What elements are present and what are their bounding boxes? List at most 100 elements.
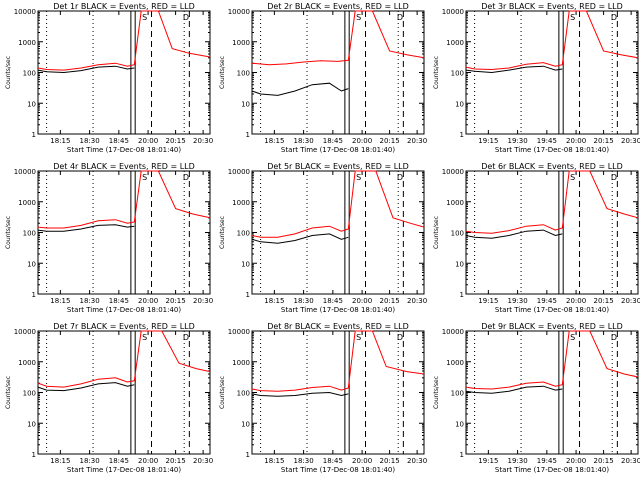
x-tick-label: 20:15 [594, 137, 614, 145]
panel-det-8: Det 8r BLACK = Events, RED = LLD 1 10 100 10… [219, 322, 427, 474]
y-tick-label: 10000 [228, 328, 250, 336]
y-axis-label: Counts/sec [5, 56, 12, 89]
x-axis-label: Start Time (17-Dec-08 18:01:40) [67, 306, 181, 314]
marker-s-label: S [356, 173, 361, 182]
series-lld-line [251, 170, 425, 238]
x-tick-label: 20:00 [352, 137, 372, 145]
x-tick-label: 20:00 [138, 297, 158, 305]
marker-d-label: D [183, 13, 189, 22]
x-tick-label: 18:15 [264, 297, 284, 305]
y-tick-label: 100 [237, 70, 250, 78]
series-events-line [251, 82, 349, 96]
x-tick-label: 20:15 [594, 457, 614, 465]
marker-s-label: S [570, 13, 575, 22]
panel-title: Det 4r BLACK = Events, RED = LLD [53, 162, 195, 171]
series-lld-line [251, 10, 425, 66]
marker-d-label: D [183, 173, 189, 182]
y-tick-label: 10000 [14, 168, 36, 176]
y-axis-label: Counts/sec [433, 376, 440, 409]
panel-title: Det 3r BLACK = Events, RED = LLD [481, 2, 623, 11]
y-tick-label: 1000 [18, 199, 36, 207]
series-events-line [37, 224, 135, 232]
x-tick-label: 18:30 [80, 137, 100, 145]
panel-det-9: Det 9r BLACK = Events, RED = LLD 1 10 100 10… [433, 322, 640, 474]
y-axis-label: Counts/sec [5, 376, 12, 409]
y-tick-label: 10 [27, 420, 36, 428]
series-events-line [465, 385, 563, 394]
panel-title: Det 7r BLACK = Events, RED = LLD [53, 322, 195, 331]
x-tick-label: 20:30 [407, 457, 427, 465]
y-axis-label: Counts/sec [219, 376, 226, 409]
marker-s-label: S [142, 333, 147, 342]
x-tick-label: 20:30 [193, 457, 213, 465]
panel-det-3: Det 3r BLACK = Events, RED = LLD 1 10 100 10… [433, 2, 640, 154]
marker-d-label: D [611, 13, 617, 22]
x-tick-label: 20:15 [166, 297, 186, 305]
y-tick-label: 1 [32, 131, 36, 139]
x-tick-label: 20:00 [566, 297, 586, 305]
y-tick-label: 1000 [232, 199, 250, 207]
y-tick-label: 1000 [446, 199, 464, 207]
panel-title: Det 6r BLACK = Events, RED = LLD [481, 162, 623, 171]
marker-s-label: S [356, 13, 361, 22]
x-tick-label: 18:30 [294, 457, 314, 465]
panel-title: Det 8r BLACK = Events, RED = LLD [267, 322, 409, 331]
x-tick-label: 19:30 [508, 137, 528, 145]
y-tick-label: 100 [23, 230, 36, 238]
series-lld-line [251, 330, 425, 392]
series-events-line [251, 233, 349, 244]
x-tick-label: 20:30 [193, 297, 213, 305]
series-events-line [37, 382, 135, 392]
x-tick-label: 18:15 [50, 457, 70, 465]
y-tick-label: 10 [27, 100, 36, 108]
y-tick-label: 1 [246, 131, 250, 139]
marker-s-label: S [142, 13, 147, 22]
y-tick-label: 1 [460, 451, 464, 459]
x-tick-label: 18:45 [323, 457, 343, 465]
x-axis-label: Start Time (17-Dec-08 18:01:40) [495, 306, 609, 314]
x-tick-label: 20:00 [352, 457, 372, 465]
y-axis-label: Counts/sec [219, 216, 226, 249]
y-tick-label: 100 [451, 230, 464, 238]
x-tick-label: 20:30 [193, 137, 213, 145]
y-tick-label: 10000 [14, 328, 36, 336]
x-tick-label: 20:30 [407, 297, 427, 305]
x-tick-label: 18:45 [109, 137, 129, 145]
y-tick-label: 100 [237, 390, 250, 398]
x-tick-label: 20:15 [380, 137, 400, 145]
x-tick-label: 20:00 [566, 137, 586, 145]
y-tick-label: 10000 [442, 328, 464, 336]
x-tick-label: 19:45 [537, 297, 557, 305]
panel-det-5: Det 5r BLACK = Events, RED = LLD 1 10 100 10… [219, 162, 427, 314]
x-tick-label: 20:15 [594, 297, 614, 305]
marker-d-label: D [611, 173, 617, 182]
panel-title: Det 5r BLACK = Events, RED = LLD [267, 162, 409, 171]
panel-title: Det 2r BLACK = Events, RED = LLD [267, 2, 409, 11]
y-tick-label: 1000 [232, 359, 250, 367]
series-events-line [465, 65, 563, 74]
panel-det-4: Det 4r BLACK = Events, RED = LLD 1 10 100 10… [5, 162, 213, 314]
x-tick-label: 18:15 [264, 457, 284, 465]
y-tick-label: 10 [27, 260, 36, 268]
y-tick-label: 100 [23, 70, 36, 78]
x-tick-label: 20:00 [138, 137, 158, 145]
panel-det-7: Det 7r BLACK = Events, RED = LLD 1 10 100 10… [5, 322, 213, 474]
y-tick-label: 10 [455, 420, 464, 428]
y-axis-label: Counts/sec [219, 56, 226, 89]
marker-d-label: D [397, 173, 403, 182]
x-tick-label: 20:30 [621, 457, 640, 465]
y-axis-label: Counts/sec [5, 216, 12, 249]
y-tick-label: 10000 [442, 168, 464, 176]
x-tick-label: 18:15 [50, 137, 70, 145]
y-tick-label: 10000 [14, 8, 36, 16]
x-tick-label: 18:30 [80, 297, 100, 305]
series-lld-line [465, 330, 639, 390]
y-tick-label: 1000 [18, 359, 36, 367]
x-tick-label: 18:30 [294, 137, 314, 145]
panel-det-6: Det 6r BLACK = Events, RED = LLD 1 10 100 10… [433, 162, 640, 314]
y-tick-label: 100 [451, 390, 464, 398]
y-tick-label: 10 [241, 260, 250, 268]
series-lld-line [465, 170, 639, 234]
marker-s-label: S [570, 333, 575, 342]
